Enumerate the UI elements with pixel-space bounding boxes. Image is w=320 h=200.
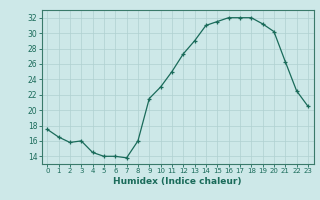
X-axis label: Humidex (Indice chaleur): Humidex (Indice chaleur) bbox=[113, 177, 242, 186]
